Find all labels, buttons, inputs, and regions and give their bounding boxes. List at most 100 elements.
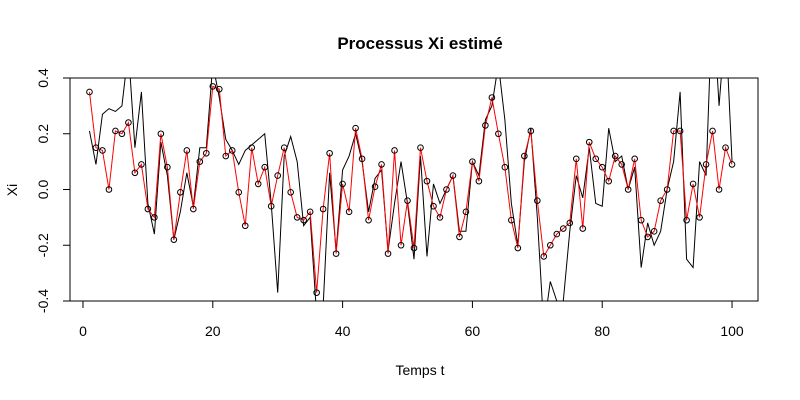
data-point xyxy=(592,155,600,163)
data-point xyxy=(676,127,684,135)
data-point xyxy=(722,144,729,151)
data-point xyxy=(488,94,496,101)
data-point xyxy=(501,163,509,171)
data-point xyxy=(293,214,301,221)
y-tick-label: 0.0 xyxy=(35,180,51,200)
data-point xyxy=(624,186,632,193)
data-point xyxy=(404,197,411,204)
data-point xyxy=(138,161,145,168)
data-point xyxy=(352,124,359,132)
x-tick-label: 60 xyxy=(465,323,481,339)
y-axis: -0.4 -0.2 0.0 0.2 0.4 xyxy=(35,68,71,313)
data-point xyxy=(449,172,457,179)
y-tick-label: -0.4 xyxy=(35,289,51,313)
data-point xyxy=(521,152,528,160)
data-point xyxy=(618,161,625,168)
data-point xyxy=(118,130,126,138)
y-tick-label: 0.4 xyxy=(35,68,51,88)
data-point xyxy=(469,158,476,165)
data-point xyxy=(702,161,710,168)
data-point xyxy=(611,152,619,160)
data-point xyxy=(443,186,450,193)
data-point xyxy=(326,149,333,157)
data-point xyxy=(164,163,171,171)
data-point xyxy=(637,216,645,224)
data-point xyxy=(183,147,191,154)
data-point xyxy=(462,208,470,216)
data-point xyxy=(605,177,613,185)
data-point xyxy=(190,205,197,213)
data-point xyxy=(657,197,664,204)
data-point xyxy=(131,169,139,177)
data-point xyxy=(378,161,385,168)
data-point xyxy=(430,202,437,210)
data-point xyxy=(365,216,372,224)
data-point xyxy=(254,180,262,188)
data-point xyxy=(332,250,340,257)
data-point xyxy=(313,289,320,296)
y-axis-label: Xi xyxy=(4,184,20,196)
data-point xyxy=(547,241,554,249)
data-point xyxy=(650,228,658,235)
data-point xyxy=(319,205,327,213)
data-point xyxy=(261,163,269,171)
data-point xyxy=(274,172,281,179)
data-point xyxy=(287,188,294,196)
series-line-black xyxy=(88,78,733,301)
data-point xyxy=(663,186,671,193)
chart-title: Processus Xi estimé xyxy=(337,34,502,53)
data-point xyxy=(170,236,178,243)
data-point xyxy=(572,155,580,163)
x-tick-label: 80 xyxy=(594,323,610,339)
x-tick-label: 100 xyxy=(720,323,744,339)
data-point xyxy=(157,130,165,138)
series-layer xyxy=(86,78,736,301)
data-point xyxy=(384,250,392,257)
data-point xyxy=(144,205,152,213)
data-point xyxy=(125,119,132,126)
data-point xyxy=(631,155,638,163)
data-point xyxy=(112,127,119,135)
data-point xyxy=(534,197,541,204)
data-point xyxy=(514,244,522,252)
data-point xyxy=(371,183,379,191)
data-point xyxy=(196,158,204,165)
data-point xyxy=(280,144,288,151)
data-point xyxy=(222,152,230,160)
data-point xyxy=(475,177,483,185)
data-point xyxy=(456,233,463,241)
y-tick-label: 0.2 xyxy=(35,124,51,144)
data-point xyxy=(248,144,256,151)
data-point xyxy=(358,155,366,163)
data-point xyxy=(495,130,502,138)
data-point xyxy=(151,214,158,221)
data-point xyxy=(92,144,100,151)
data-point xyxy=(508,216,515,224)
x-tick-label: 0 xyxy=(79,323,87,339)
data-point xyxy=(689,180,697,188)
data-point xyxy=(436,214,444,221)
data-point xyxy=(203,149,210,157)
y-tick-label: -0.2 xyxy=(35,233,51,257)
data-point xyxy=(709,127,716,135)
data-point xyxy=(86,88,93,96)
data-point xyxy=(345,208,353,216)
data-point xyxy=(267,202,275,210)
data-point xyxy=(482,122,489,129)
data-point xyxy=(670,127,677,135)
data-point xyxy=(598,163,606,171)
data-point xyxy=(559,225,567,232)
data-point xyxy=(579,225,587,232)
data-point xyxy=(527,127,535,135)
data-point xyxy=(215,85,223,93)
x-axis-label: Temps t xyxy=(395,362,444,378)
data-point xyxy=(423,177,431,185)
data-point xyxy=(683,216,690,224)
data-point xyxy=(397,241,405,249)
data-point xyxy=(235,188,243,196)
data-point xyxy=(728,161,736,168)
data-point xyxy=(417,144,424,151)
data-point xyxy=(300,216,307,224)
data-point xyxy=(696,214,703,221)
